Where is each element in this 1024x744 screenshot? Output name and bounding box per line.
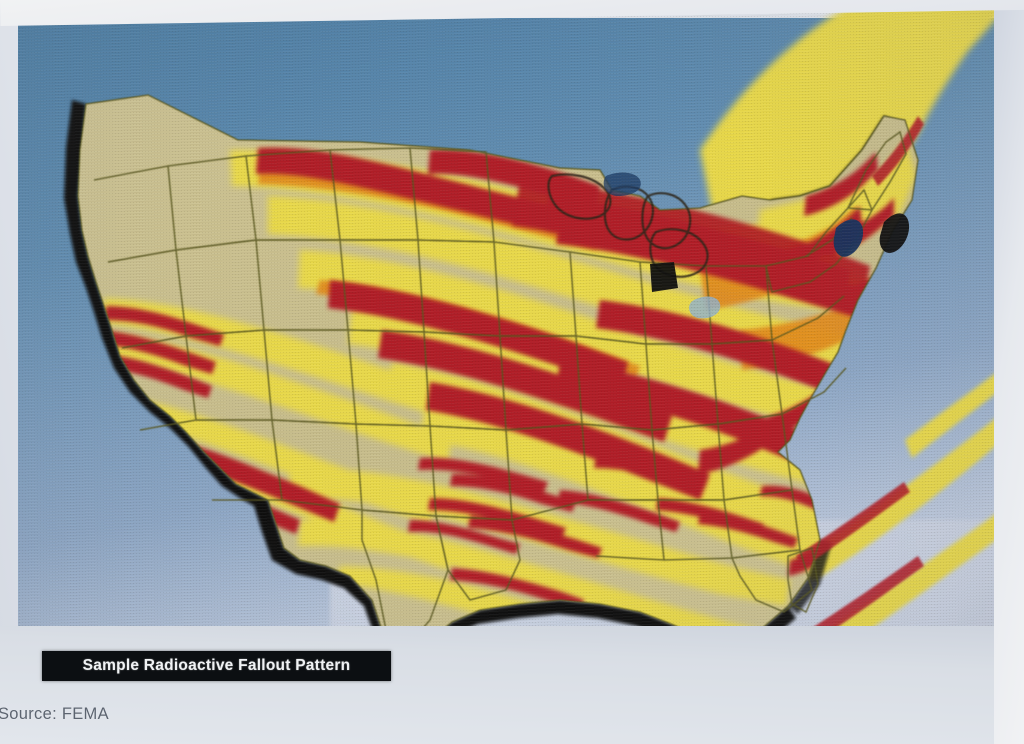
page-right-margin	[994, 0, 1024, 744]
page-left-margin	[0, 0, 18, 744]
map-caption-text: Sample Radioactive Fallout Pattern	[82, 657, 351, 674]
source-credit: Source: FEMA	[0, 705, 109, 723]
map-caption-bar: Sample Radioactive Fallout Pattern	[42, 651, 391, 681]
page-bottom-margin	[0, 626, 1024, 744]
